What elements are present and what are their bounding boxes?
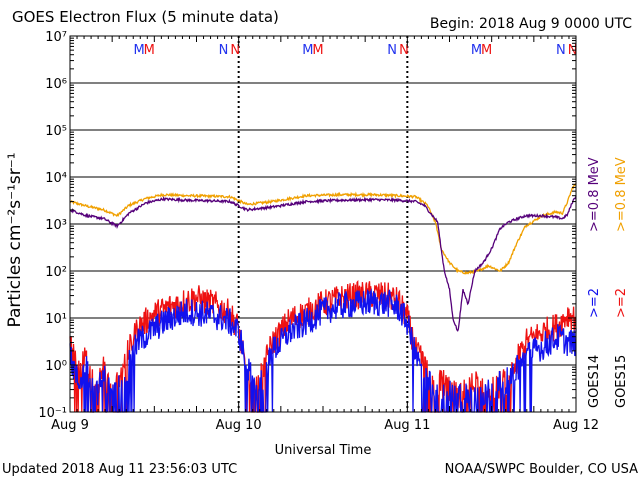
local-time-marker: M [144,43,155,58]
updated-timestamp: Updated 2018 Aug 11 23:56:03 UTC [2,462,237,477]
local-time-marker: N [230,43,240,58]
legend-goes14-2mev: >=2 [587,288,602,318]
y-tick-label: 10⁵ [45,124,67,139]
series-line-g15_08 [69,183,577,275]
local-time-marker: N [556,43,566,58]
credit-line: NOAA/SWPC Boulder, CO USA [445,462,638,477]
y-axis-label: Particles cm⁻²s⁻¹sr⁻¹ [5,152,25,327]
y-axis-ticks: 10⁻¹ 10⁰ 10¹ 10² 10³ 10⁴ 10⁵ 10⁶ 10⁷ [38,30,576,421]
x-tick-label: Aug 9 [51,418,89,433]
begin-time: Begin: 2018 Aug 9 0000 UTC [430,16,632,32]
y-tick-label: 10⁷ [45,30,67,45]
legend-goes14: GOES14 [587,355,602,408]
local-time-marker: N [387,43,397,58]
local-time-marker: N [399,43,409,58]
local-time-markers: MM N N MM N N MM N N [134,43,578,58]
x-axis-label: Universal Time [275,443,372,458]
x-tick-label: Aug 10 [216,418,262,433]
legend-goes14-0.8mev: >=0.8 MeV [587,157,602,232]
y-tick-label: 10³ [45,218,67,233]
legend: >=0.8 MeV >=0.8 MeV >=2 >=2 GOES14 GOES1… [587,157,629,408]
y-tick-label: 10² [45,265,67,280]
y-tick-label: 10⁴ [45,171,67,186]
legend-goes15-0.8mev: >=0.8 MeV [614,157,629,232]
local-time-marker: M [302,43,313,58]
local-time-marker: M [481,43,492,58]
local-time-marker: N [219,43,229,58]
y-tick-label: 10¹ [45,312,67,327]
x-tick-label: Aug 11 [384,418,430,433]
x-tick-label: Aug 12 [553,418,599,433]
local-time-marker: M [134,43,145,58]
series-line-g14_08 [69,195,577,332]
chart-title: GOES Electron Flux (5 minute data) [12,8,279,26]
series-line-g14_2 [69,288,577,413]
series-group [69,183,577,413]
legend-goes15: GOES15 [614,355,629,408]
y-tick-label: 10⁻¹ [38,406,67,421]
local-time-marker: M [312,43,323,58]
local-time-marker: M [471,43,482,58]
y-tick-label: 10⁰ [45,359,67,374]
legend-goes15-2mev: >=2 [614,288,629,318]
y-tick-label: 10⁶ [45,77,67,92]
x-axis-ticks: Aug 9 Aug 10 Aug 11 Aug 12 [51,36,599,433]
